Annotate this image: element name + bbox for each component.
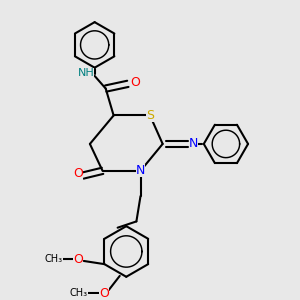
Text: O: O bbox=[130, 76, 140, 89]
Text: O: O bbox=[99, 287, 109, 300]
Text: N: N bbox=[136, 164, 145, 177]
Text: NH: NH bbox=[77, 68, 94, 78]
Text: S: S bbox=[146, 109, 154, 122]
Text: O: O bbox=[73, 253, 83, 266]
Text: CH₃: CH₃ bbox=[70, 288, 88, 298]
Text: N: N bbox=[189, 137, 198, 150]
Text: O: O bbox=[73, 167, 83, 181]
Text: CH₃: CH₃ bbox=[45, 254, 63, 264]
